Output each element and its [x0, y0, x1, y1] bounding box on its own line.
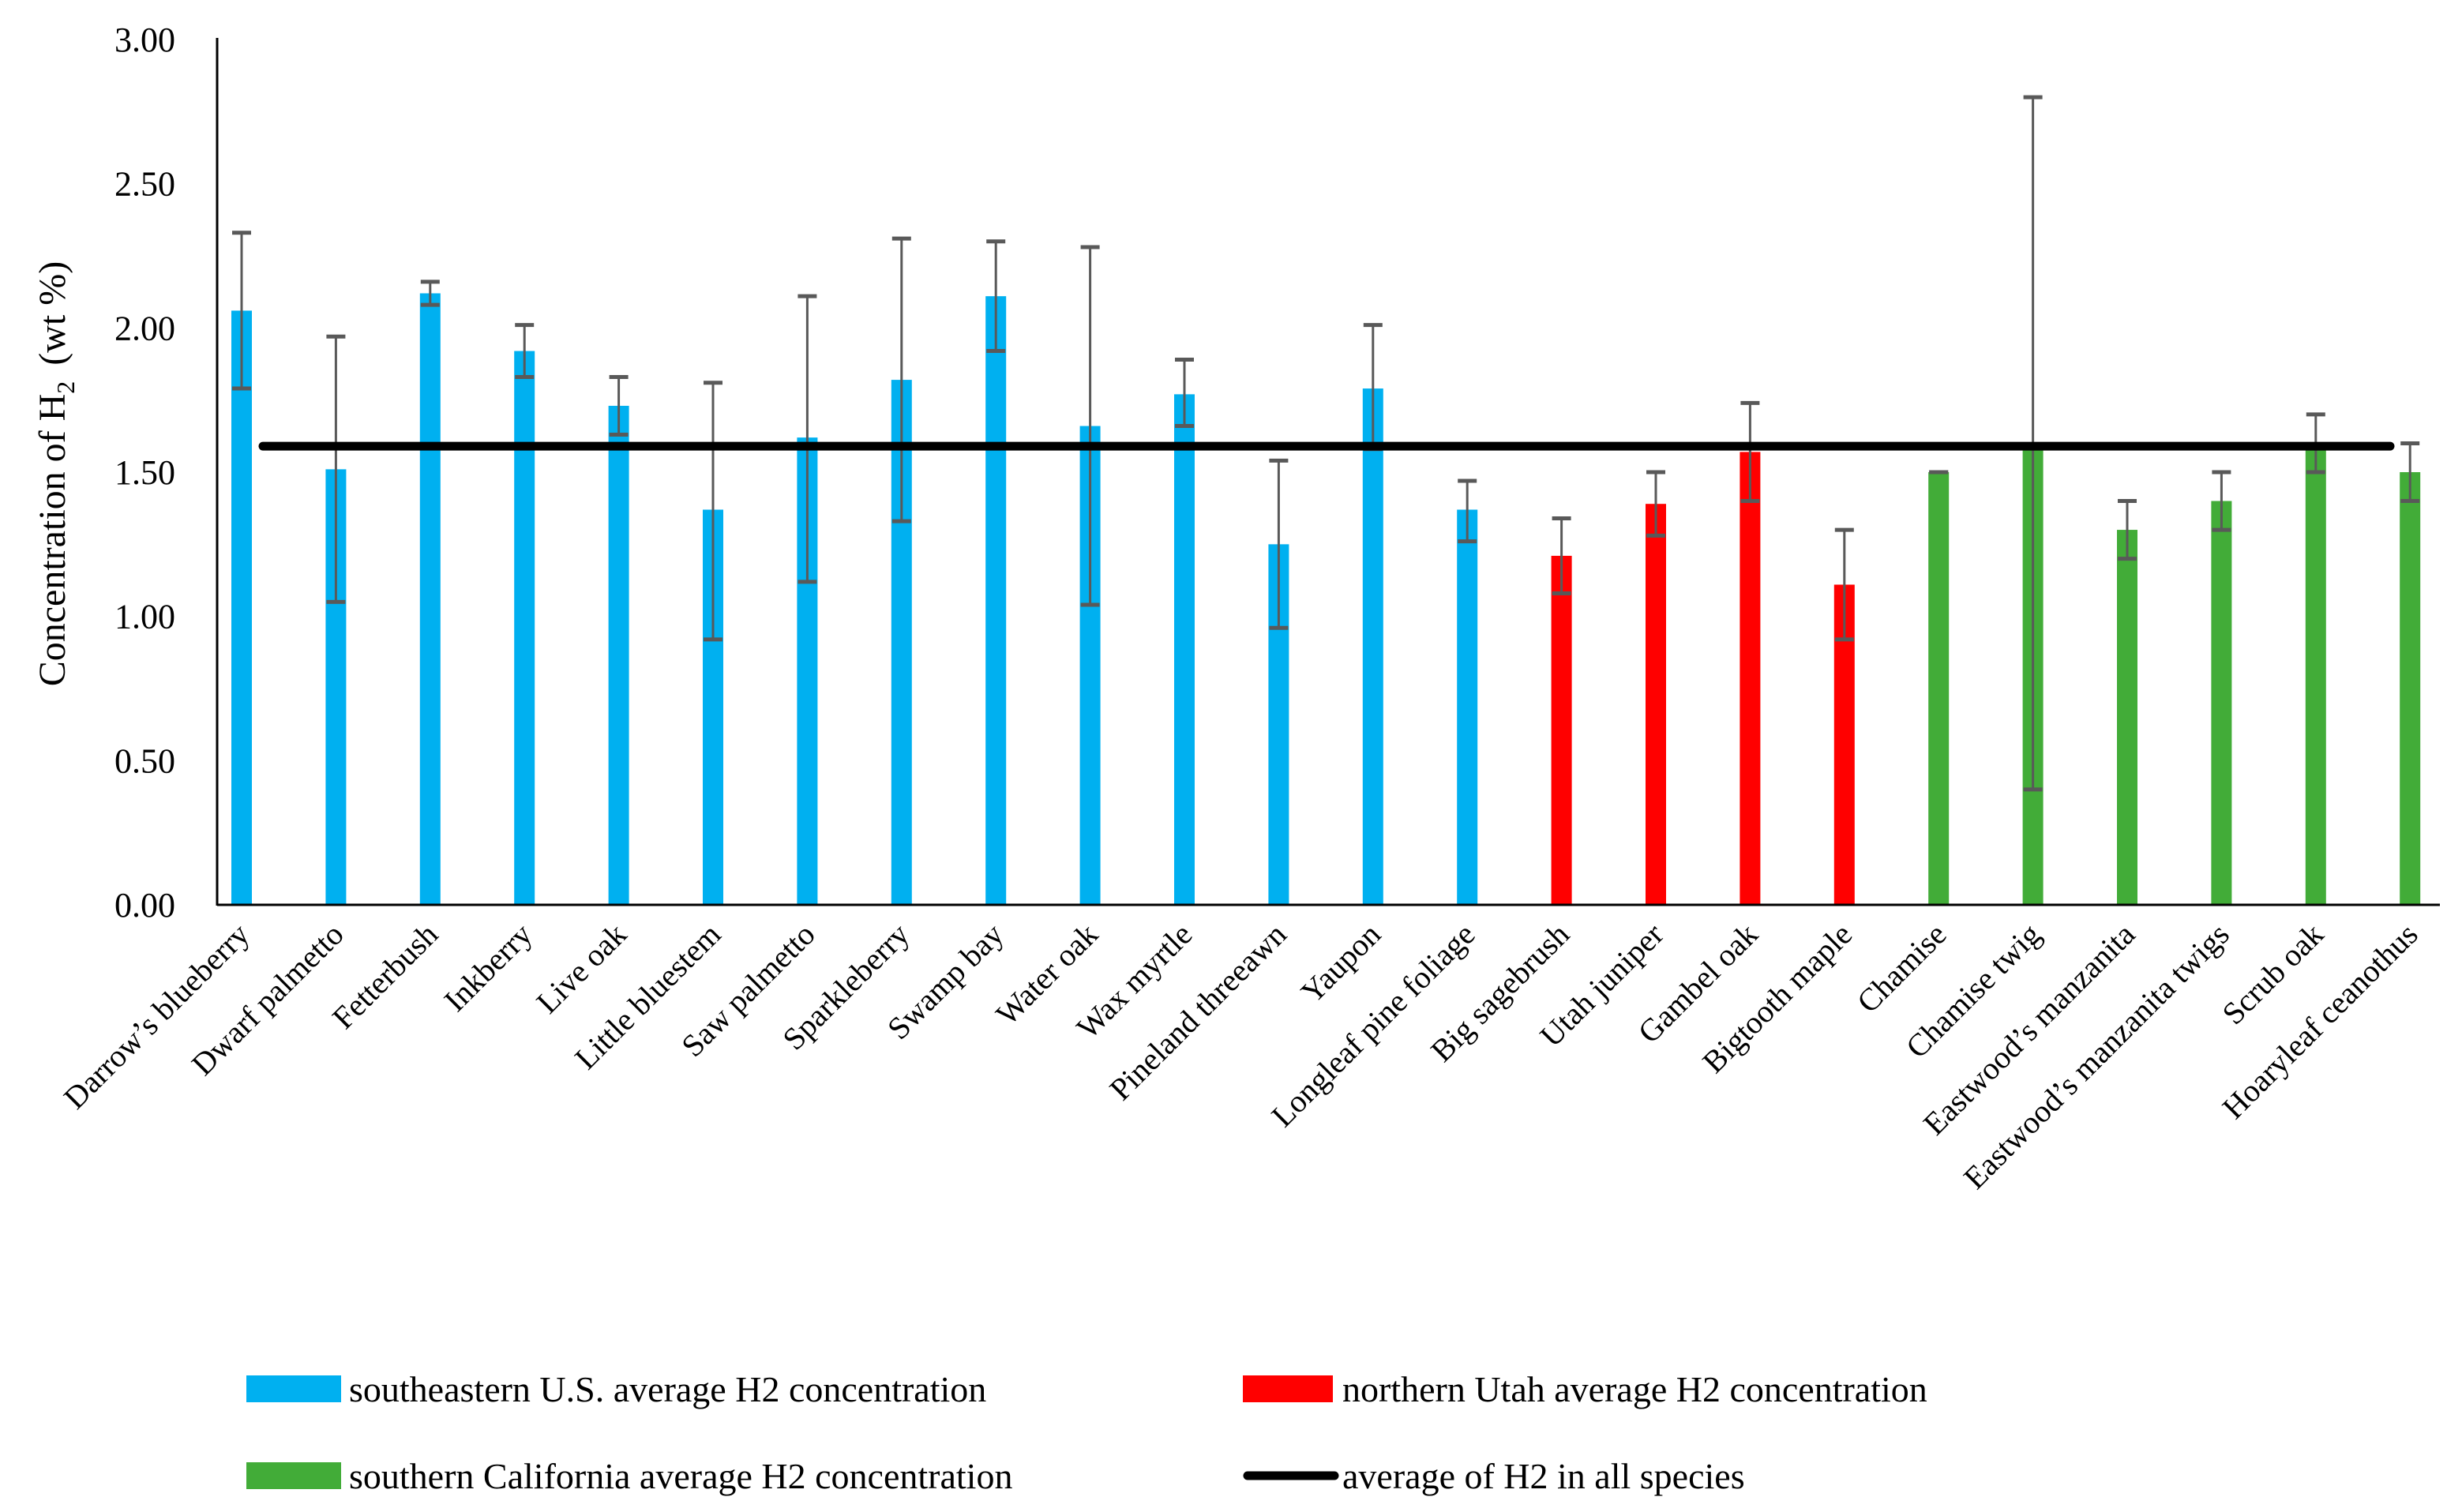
error-bar: [1269, 458, 1289, 630]
bar: [1457, 509, 1478, 905]
bars: [231, 293, 2421, 905]
bar: [608, 405, 629, 905]
y-tick-label: 1.50: [114, 453, 175, 492]
y-axis-label: Concentration of H2(wt %): [32, 261, 80, 687]
bar: [514, 351, 535, 905]
error-bars: [232, 95, 2420, 792]
error-bar: [986, 239, 1006, 354]
bar: [2117, 530, 2137, 905]
bar: [1551, 555, 1572, 905]
legend-label-southern-california: southern California average H2 concentra…: [349, 1456, 1012, 1496]
bar: [2211, 501, 2232, 905]
y-tick-label: 2.50: [114, 165, 175, 204]
bar: [1740, 452, 1761, 905]
y-tick-label: 0.50: [114, 741, 175, 780]
error-bar: [1552, 516, 1571, 595]
y-tick-label: 3.00: [114, 21, 175, 59]
bar: [1646, 504, 1666, 905]
bar: [1174, 394, 1195, 905]
error-bar: [1740, 400, 1760, 504]
bar: [985, 296, 1007, 905]
legend-swatch-southern-california: [246, 1462, 341, 1489]
bar: [231, 310, 252, 905]
error-bar: [326, 334, 346, 604]
error-bar: [2118, 499, 2137, 561]
error-bar: [1080, 245, 1100, 607]
x-category-label: Pineland threeawn: [1102, 917, 1293, 1108]
error-bar: [1834, 527, 1854, 642]
x-category-label: Yaupon: [1294, 917, 1388, 1011]
bar: [1362, 388, 1383, 905]
x-category-label: Inkberry: [437, 917, 539, 1019]
error-bar: [798, 294, 817, 584]
legend-label-average: average of H2 in all species: [1342, 1456, 1745, 1496]
error-bar: [2400, 441, 2420, 504]
error-bar: [515, 323, 535, 379]
error-bar: [891, 236, 911, 523]
legend-label-northern-utah: northern Utah average H2 concentration: [1342, 1369, 1927, 1409]
error-bar: [704, 381, 722, 642]
legend-label-southeastern: southeastern U.S. average H2 concentrati…: [349, 1369, 986, 1409]
error-bar: [1458, 478, 1477, 544]
bar: [2400, 472, 2421, 905]
bar: [419, 293, 441, 905]
legend-swatch-southeastern: [246, 1375, 341, 1402]
error-bar: [2212, 470, 2231, 532]
error-bar: [1175, 358, 1194, 429]
y-tick-label: 0.00: [114, 886, 175, 925]
y-axis-ticks: 0.00 0.50 1.00 1.50 2.00 2.50 3.00: [114, 21, 175, 925]
legend: southeastern U.S. average H2 concentrati…: [246, 1369, 1927, 1496]
y-tick-label: 2.00: [114, 309, 175, 347]
legend-swatch-northern-utah: [1243, 1375, 1333, 1402]
bar: [1928, 472, 1950, 905]
error-bar: [232, 231, 251, 391]
error-bar: [609, 374, 629, 437]
bar: [2305, 443, 2326, 905]
y-tick-label: 1.00: [114, 598, 175, 636]
error-bar: [420, 280, 440, 307]
error-bar: [1646, 470, 1665, 538]
